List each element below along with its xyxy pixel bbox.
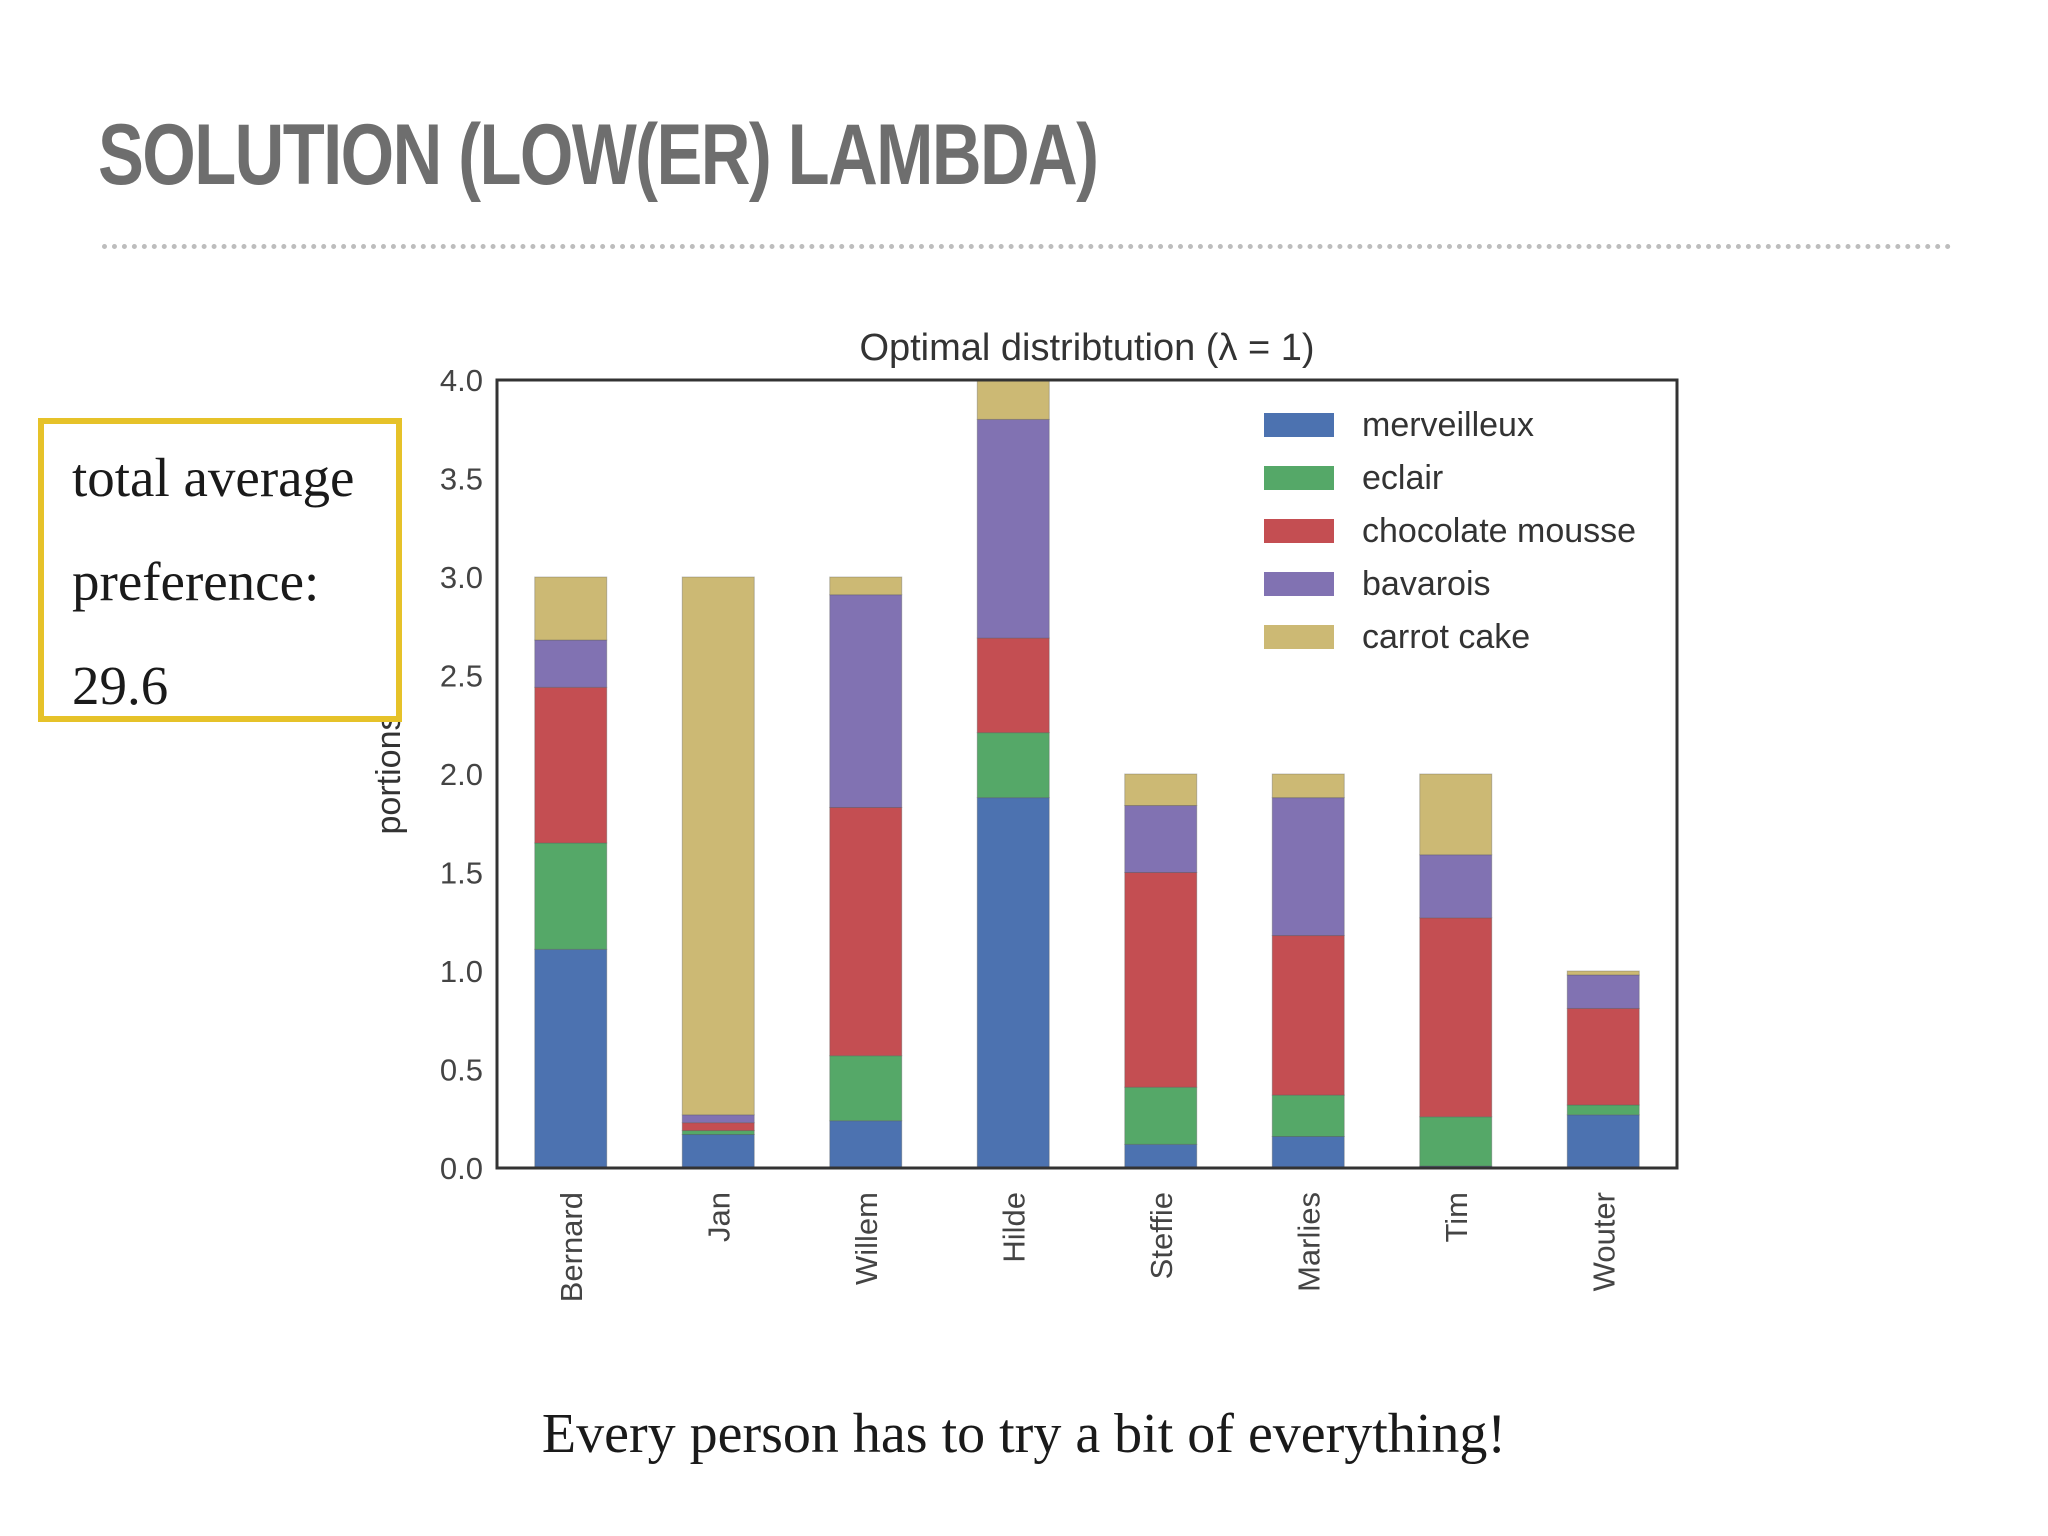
bar-segment-wouter-bavarois [1566, 974, 1640, 1009]
y-tick-label: 2.0 [440, 757, 483, 792]
y-tick-label: 4.0 [440, 363, 483, 398]
bar-segment-willem-bavarois [829, 594, 903, 808]
bar-segment-steffie-eclair [1124, 1086, 1198, 1145]
bar-segment-jan-merveilleux [681, 1134, 755, 1169]
x-tick-label-hilde: Hilde [996, 1192, 1031, 1263]
bar-segment-tim-bavarois [1419, 854, 1493, 919]
bar-segment-wouter-merveilleux [1566, 1114, 1640, 1169]
slide-caption: Every person has to try a bit of everyth… [541, 1403, 1507, 1465]
bar-segment-steffie-bavarois [1124, 805, 1198, 874]
bar-segment-jan-eclair [681, 1130, 755, 1136]
y-tick-label: 3.0 [440, 560, 483, 595]
bar-segment-bernard-bavarois [534, 639, 608, 688]
bar-segment-marlies-merveilleux [1271, 1135, 1345, 1169]
y-tick-label: 0.0 [440, 1151, 483, 1186]
bar-segment-jan-bavarois [681, 1114, 755, 1124]
x-tick-label-marlies: Marlies [1291, 1192, 1326, 1292]
bar-segment-wouter-eclair [1566, 1104, 1640, 1116]
bar-segment-steffie-carrot-cake [1124, 773, 1198, 807]
legend-swatch-bavarois [1264, 572, 1334, 596]
bars-layer [534, 379, 1640, 1169]
bar-segment-hilde-merveilleux [976, 797, 1050, 1169]
bar-segment-marlies-carrot-cake [1271, 773, 1345, 799]
legend-label-carrot-cake: carrot cake [1362, 618, 1530, 656]
bar-segment-willem-merveilleux [829, 1120, 903, 1169]
bar-segment-jan-chocolate-mousse [681, 1122, 755, 1132]
x-tick-label-willem: Willem [849, 1192, 884, 1285]
bar-segment-marlies-bavarois [1271, 797, 1345, 937]
bar-segment-hilde-bavarois [976, 418, 1050, 639]
legend-swatch-eclair [1264, 466, 1334, 490]
title-divider [102, 244, 1952, 249]
bar-segment-tim-chocolate-mousse [1419, 917, 1493, 1118]
stacked-bar-chart: 0.0 0.5 1.0 1.5 2.0 2.5 3.0 3.5 4.0 Bernard Jan Wi… [370, 327, 1679, 1302]
legend: merveilleux eclair chocolate mousse bavaroi… [1264, 406, 1636, 656]
bar-segment-willem-chocolate-mousse [829, 806, 903, 1057]
x-tick-label-steffie: Steffie [1144, 1192, 1179, 1279]
bar-segment-marlies-eclair [1271, 1094, 1345, 1137]
bar-segment-hilde-carrot-cake [976, 379, 1050, 420]
bar-segment-marlies-chocolate-mousse [1271, 935, 1345, 1096]
legend-label-merveilleux: merveilleux [1362, 406, 1534, 444]
bar-segment-bernard-merveilleux [534, 948, 608, 1169]
bar-segment-hilde-chocolate-mousse [976, 637, 1050, 734]
bar-segment-willem-carrot-cake [829, 576, 903, 596]
bar-segment-steffie-merveilleux [1124, 1143, 1198, 1169]
x-tick-label-bernard: Bernard [554, 1192, 589, 1302]
legend-label-eclair: eclair [1362, 459, 1443, 497]
total-preference-box: total average preference: 29.6 [38, 418, 402, 722]
y-tick-label: 1.5 [440, 856, 483, 891]
slide-title: SOLUTION (LOW(ER) LAMBDA) [98, 107, 1099, 203]
x-axis: Bernard Jan Willem Hilde Steffie Marlies Tim Wo… [554, 1192, 1622, 1302]
legend-swatch-chocolate-mousse [1264, 519, 1334, 543]
legend-label-chocolate-mousse: chocolate mousse [1362, 512, 1636, 550]
y-tick-label: 2.5 [440, 659, 483, 694]
bar-segment-willem-eclair [829, 1055, 903, 1122]
preference-value: 29.6 [72, 655, 169, 716]
bar-segment-bernard-eclair [534, 842, 608, 950]
bar-segment-hilde-eclair [976, 732, 1050, 799]
bar-segment-steffie-chocolate-mousse [1124, 872, 1198, 1088]
legend-swatch-carrot-cake [1264, 625, 1334, 649]
bar-segment-tim-carrot-cake [1419, 773, 1493, 856]
bar-segment-wouter-carrot-cake [1566, 970, 1640, 976]
y-axis-label: portions [370, 714, 408, 835]
bar-segment-tim-eclair [1419, 1116, 1493, 1167]
bar-segment-bernard-chocolate-mousse [534, 686, 608, 844]
plot-frame [495, 378, 1679, 1170]
bar-segment-wouter-chocolate-mousse [1566, 1007, 1640, 1106]
y-tick-label: 0.5 [440, 1053, 483, 1088]
x-tick-label-tim: Tim [1439, 1192, 1474, 1243]
x-tick-label-wouter: Wouter [1586, 1192, 1621, 1291]
y-tick-label: 3.5 [440, 462, 483, 497]
y-axis: 0.0 0.5 1.0 1.5 2.0 2.5 3.0 3.5 4.0 [440, 363, 483, 1186]
bar-segment-jan-carrot-cake [681, 576, 755, 1116]
legend-swatch-merveilleux [1264, 413, 1334, 437]
legend-label-bavarois: bavarois [1362, 565, 1491, 603]
bar-segment-bernard-carrot-cake [534, 576, 608, 641]
preference-label-line2: preference: [72, 551, 320, 612]
y-tick-label: 1.0 [440, 954, 483, 989]
x-tick-label-jan: Jan [701, 1192, 736, 1242]
chart-title: Optimal distribtution (λ = 1) [859, 327, 1314, 369]
preference-label-line1: total average [72, 447, 355, 508]
